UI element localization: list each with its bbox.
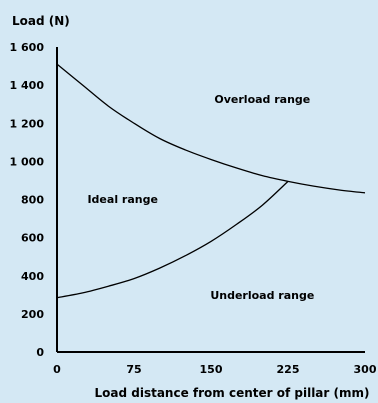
series-line-1 (56, 63, 366, 194)
x-tick-label: 150 (200, 363, 223, 376)
series-line-2 (56, 180, 289, 299)
x-tick-label: 0 (53, 363, 61, 376)
y-tick-label: 1 400 (10, 79, 45, 92)
x-tick-label: 75 (126, 363, 141, 376)
y-tick-label: 1 600 (10, 41, 45, 54)
x-tick-labels: 0 75 150 225 300 (53, 363, 377, 376)
y-tick-label: 1 200 (10, 117, 45, 130)
y-tick-label: 600 (21, 232, 44, 245)
y-tick-label: 0 (36, 346, 44, 359)
y-tick-label: 400 (21, 270, 44, 283)
region-label: Overload range (214, 93, 310, 106)
curve-layer (56, 63, 366, 299)
y-tick-label: 1 000 (10, 155, 45, 168)
x-tick-label: 225 (277, 363, 300, 376)
x-tick-label: 300 (354, 363, 377, 376)
y-tick-labels: 0 200 400 600 800 1 000 1 200 1 400 1 600 (10, 41, 45, 359)
y-tick-label: 200 (21, 308, 44, 321)
x-axis-title: Load distance from center of pillar (mm) (95, 386, 370, 400)
y-tick-label: 800 (21, 194, 44, 207)
region-label: Underload range (210, 289, 314, 302)
y-axis-title: Load (N) (12, 14, 70, 28)
region-label: Ideal range (87, 193, 157, 206)
region-labels: Overload range Ideal range Underload range (87, 93, 314, 302)
